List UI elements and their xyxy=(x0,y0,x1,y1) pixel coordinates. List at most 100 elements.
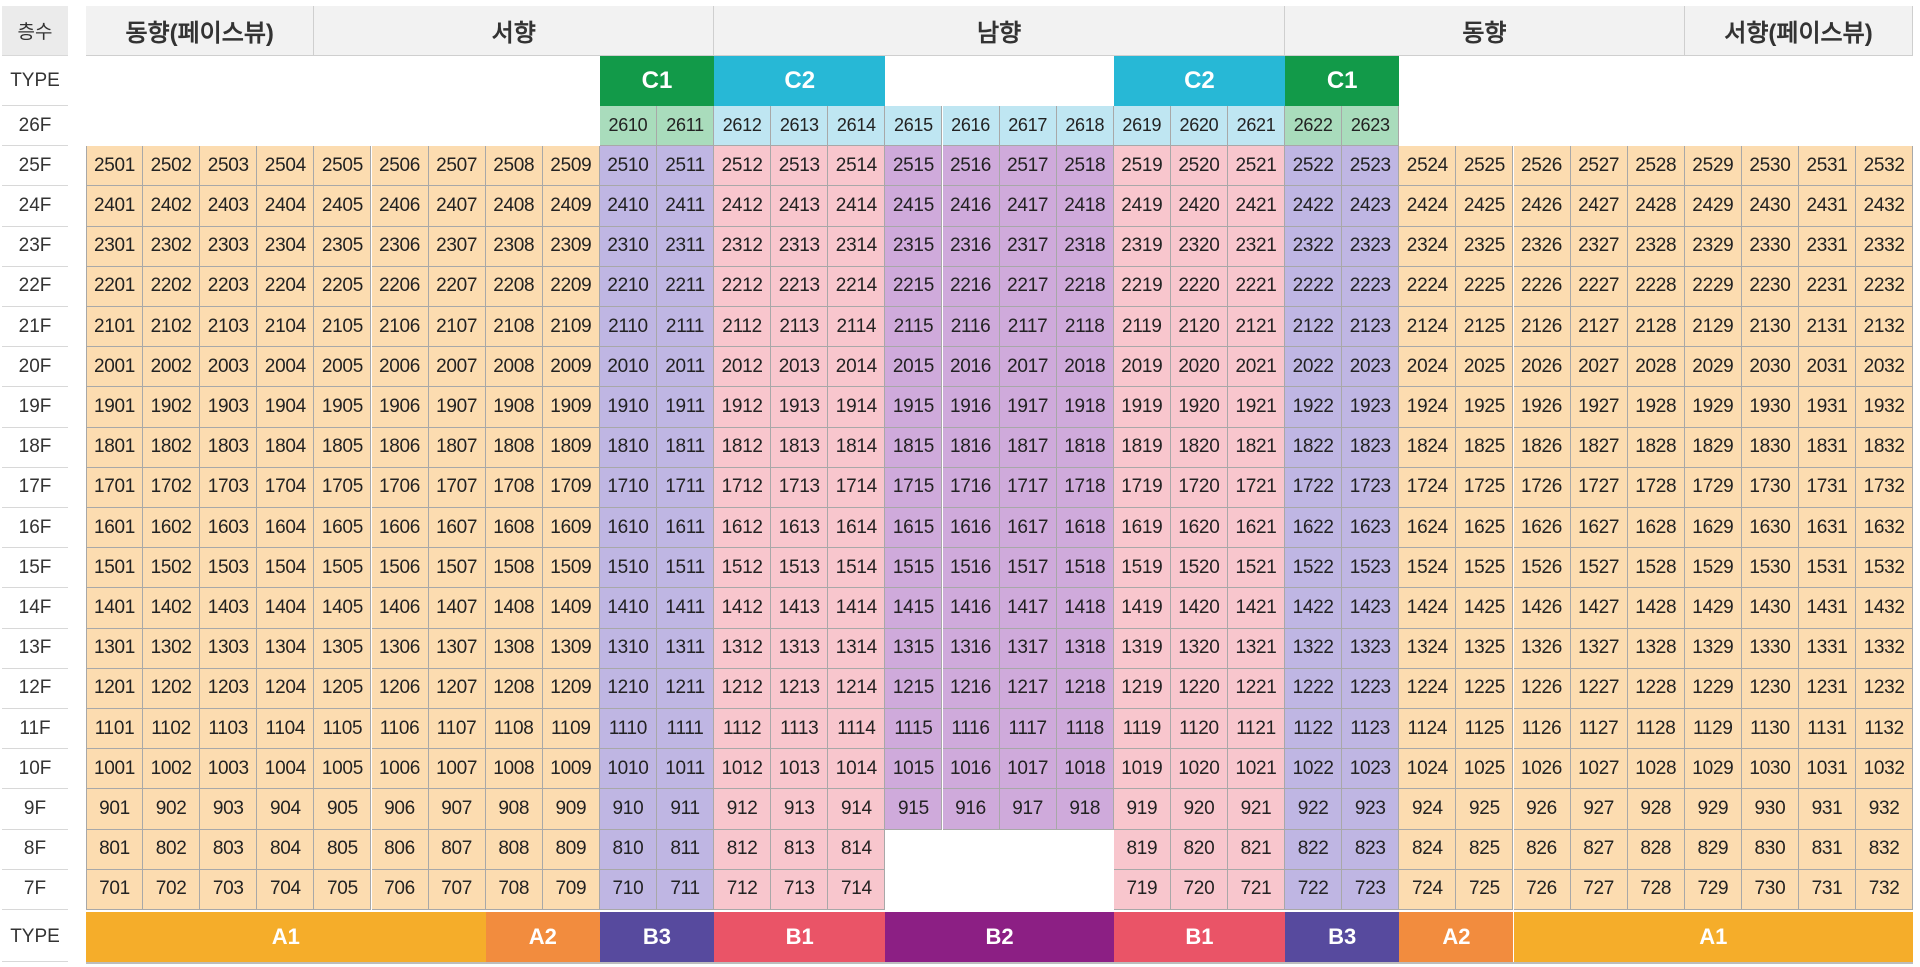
unit-cell: 719 xyxy=(1113,869,1171,910)
unit-cell: 1729 xyxy=(1684,467,1742,508)
unit-cell: 1326 xyxy=(1513,628,1571,669)
unit-cell: 2319 xyxy=(1113,226,1171,267)
unit-cell: 1718 xyxy=(1056,467,1114,508)
unit-cell: 1705 xyxy=(314,467,372,508)
unit-cell: 712 xyxy=(714,869,772,910)
unit-cell: 2208 xyxy=(485,266,543,307)
unit-cell: 2220 xyxy=(1170,266,1228,307)
unit-cell: 809 xyxy=(542,829,600,870)
unit-cell: 1123 xyxy=(1342,709,1400,750)
unit-cell: 2301 xyxy=(86,226,144,267)
unit-cell: 1528 xyxy=(1627,548,1685,589)
unit-cell: 1328 xyxy=(1627,628,1685,669)
unit-cell: 1030 xyxy=(1741,749,1799,790)
unit-cell: 1111 xyxy=(657,709,715,750)
unit-cell: 1530 xyxy=(1741,548,1799,589)
unit-cell: 1108 xyxy=(485,709,543,750)
unit-cell: 2120 xyxy=(1170,307,1228,348)
unit-cell: 1018 xyxy=(1056,749,1114,790)
unit-cell: 1704 xyxy=(257,467,315,508)
unit-cell: 2328 xyxy=(1627,226,1685,267)
unit-cell: 2014 xyxy=(828,347,886,388)
unit-cell: 1001 xyxy=(86,749,144,790)
unit-cell: 927 xyxy=(1570,789,1628,830)
unit-cell: 703 xyxy=(200,869,258,910)
unit-cell: 2216 xyxy=(942,266,1000,307)
unit-cell: 708 xyxy=(485,869,543,910)
unit-cell: 2029 xyxy=(1684,347,1742,388)
unit-cell: 1227 xyxy=(1570,668,1628,709)
unit-cell: 1711 xyxy=(657,467,715,508)
unit-cell: 2612 xyxy=(714,106,772,147)
unit-cell: 1232 xyxy=(1856,668,1914,709)
unit-cell: 2426 xyxy=(1513,186,1571,227)
unit-cell: 2021 xyxy=(1228,347,1286,388)
unit-cell: 2108 xyxy=(485,307,543,348)
unit-cell: 2104 xyxy=(257,307,315,348)
unit-cell: 2012 xyxy=(714,347,772,388)
unit-cell: 1709 xyxy=(542,467,600,508)
unit-cell: 1924 xyxy=(1399,387,1457,428)
unit-cell: 2614 xyxy=(828,106,886,147)
unit-cell: 925 xyxy=(1456,789,1514,830)
unit-cell: 1815 xyxy=(885,427,943,468)
unit-cell: 1602 xyxy=(143,508,201,549)
unit-cell: 2317 xyxy=(999,226,1057,267)
unit-cell: 825 xyxy=(1456,829,1514,870)
unit-cell: 1322 xyxy=(1285,628,1343,669)
unit-cell: 1304 xyxy=(257,628,315,669)
unit-cell: 2618 xyxy=(1056,106,1114,147)
unit-cell: 2009 xyxy=(542,347,600,388)
unit-cell: 2123 xyxy=(1342,307,1400,348)
unit-cell: 810 xyxy=(599,829,657,870)
unit-cell: 1503 xyxy=(200,548,258,589)
unit-cell: 1508 xyxy=(485,548,543,589)
unit-cell: 1413 xyxy=(771,588,829,629)
unit-cell: 829 xyxy=(1684,829,1742,870)
unit-cell: 1728 xyxy=(1627,467,1685,508)
unit-cell: 2126 xyxy=(1513,307,1571,348)
unit-cell: 2414 xyxy=(828,186,886,227)
unit-cell: 2309 xyxy=(542,226,600,267)
unit-cell: 2615 xyxy=(885,106,943,147)
unit-cell: 1909 xyxy=(542,387,600,428)
unit-cell: 1201 xyxy=(86,668,144,709)
unit-cell: 1713 xyxy=(771,467,829,508)
unit-cell: 1901 xyxy=(86,387,144,428)
unit-cell: 728 xyxy=(1627,869,1685,910)
unit-cell: 932 xyxy=(1856,789,1914,830)
unit-cell: 2215 xyxy=(885,266,943,307)
unit-cell: 729 xyxy=(1684,869,1742,910)
unit-cell: 1914 xyxy=(828,387,886,428)
unit-type-badge: C1 xyxy=(1285,56,1400,106)
unit-cell: 723 xyxy=(1342,869,1400,910)
unit-cell: 1812 xyxy=(714,427,772,468)
unit-cell: 1308 xyxy=(485,628,543,669)
unit-type-bar: A2 xyxy=(485,912,600,962)
unit-cell: 2613 xyxy=(771,106,829,147)
unit-cell: 1611 xyxy=(657,508,715,549)
unit-cell: 1223 xyxy=(1342,668,1400,709)
unit-cell: 2129 xyxy=(1684,307,1742,348)
unit-cell: 2322 xyxy=(1285,226,1343,267)
unit-cell: 2419 xyxy=(1113,186,1171,227)
unit-cell: 2429 xyxy=(1684,186,1742,227)
unit-cell: 2516 xyxy=(942,146,1000,187)
unit-cell: 2321 xyxy=(1228,226,1286,267)
unit-cell: 1609 xyxy=(542,508,600,549)
unit-cell: 2025 xyxy=(1456,347,1514,388)
unit-cell: 727 xyxy=(1570,869,1628,910)
unit-cell: 2514 xyxy=(828,146,886,187)
unit-cell: 2504 xyxy=(257,146,315,187)
unit-cell: 1808 xyxy=(485,427,543,468)
unit-cell: 1902 xyxy=(143,387,201,428)
unit-cell: 1031 xyxy=(1799,749,1857,790)
unit-cell: 1810 xyxy=(599,427,657,468)
unit-cell: 1206 xyxy=(371,668,429,709)
unit-cell: 1822 xyxy=(1285,427,1343,468)
unit-cell: 2503 xyxy=(200,146,258,187)
unit-cell: 2424 xyxy=(1399,186,1457,227)
unit-cell: 1811 xyxy=(657,427,715,468)
floor-label: 19F xyxy=(2,387,68,428)
unit-cell: 1109 xyxy=(542,709,600,750)
